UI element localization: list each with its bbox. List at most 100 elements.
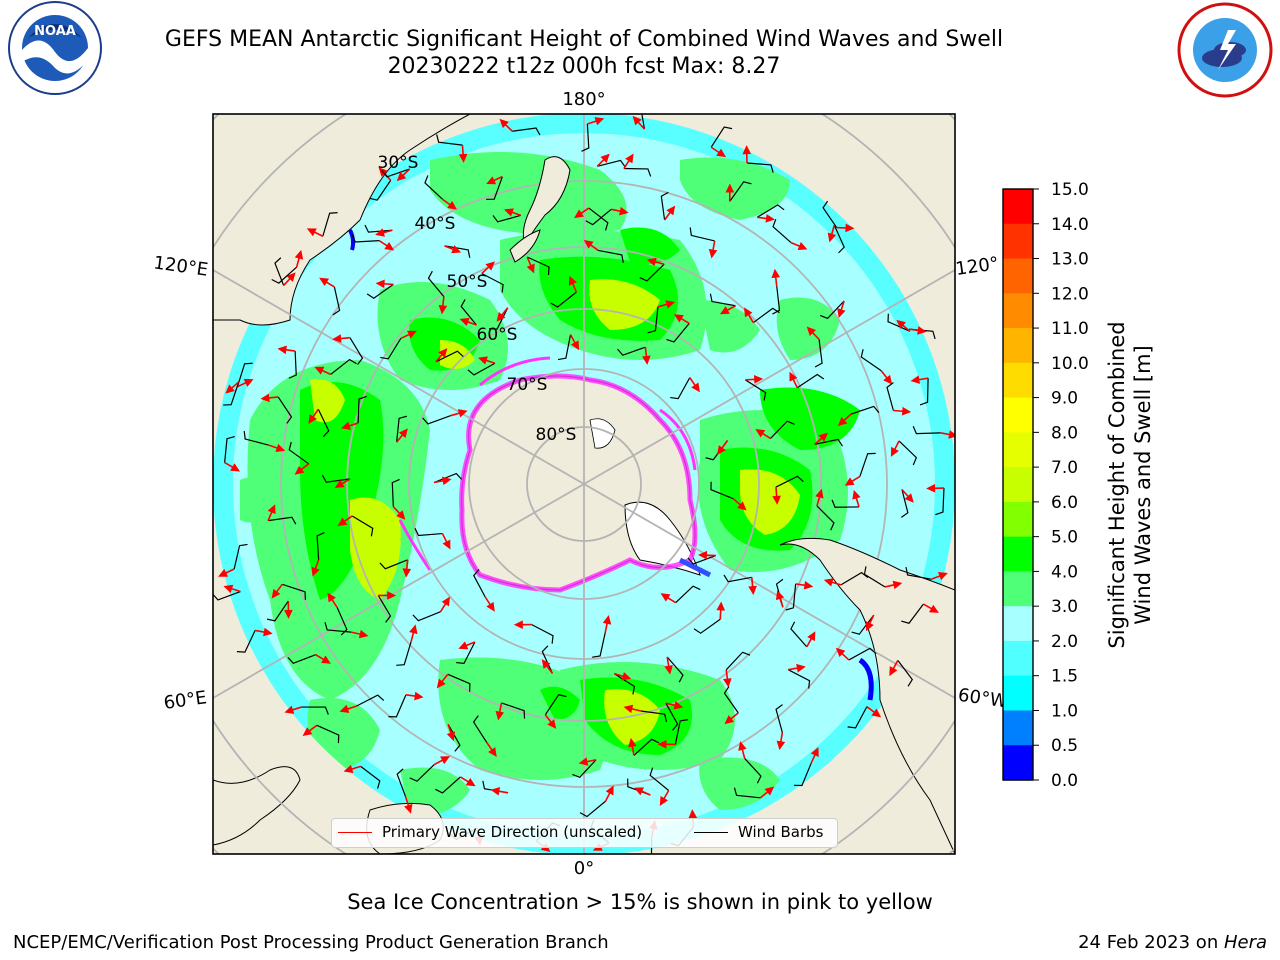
wind-barb: [501, 702, 526, 719]
wind-barb: [744, 379, 767, 401]
wind-barb: [388, 694, 407, 718]
wind-barb: [744, 758, 762, 784]
wind-barb: [380, 338, 402, 360]
wind-barb: [897, 660, 914, 687]
wave-direction-arrow: [260, 393, 279, 403]
wind-barb: [675, 585, 701, 604]
wind-barb: [288, 441, 310, 465]
wave-direction-arrow: [495, 702, 505, 721]
wave-direction-arrow: [496, 307, 509, 322]
nws-logo: [1177, 2, 1273, 98]
wave-direction-arrow: [350, 629, 369, 639]
wind-barb: [512, 127, 541, 136]
wind-barb: [770, 420, 795, 439]
wave-direction-arrow: [254, 627, 273, 637]
wave-direction-arrow: [544, 714, 557, 729]
wave-direction-arrow: [660, 593, 677, 604]
wave-direction-arrow: [772, 487, 781, 505]
wave-direction-arrow: [776, 732, 786, 751]
wave-direction-arrow: [896, 319, 911, 332]
wind-barb: [366, 283, 394, 299]
wind-barb: [391, 478, 400, 507]
wind-barb: [414, 528, 443, 537]
map-frame: [212, 113, 956, 855]
wind-barb: [887, 313, 911, 332]
wind-barb: [710, 481, 734, 500]
wind-barb: [467, 362, 496, 376]
wave-direction-arrow: [815, 488, 824, 507]
lat-label-60s: 60°S: [477, 325, 518, 345]
wave-direction-arrow: [744, 307, 755, 323]
wind-barb: [330, 358, 357, 375]
wind-barb: [282, 583, 307, 600]
wave-direction-arrow: [719, 305, 736, 315]
wind-barb: [266, 600, 289, 622]
wave-direction-arrow: [775, 590, 785, 608]
wind-barb: [316, 724, 340, 744]
wind-barb: [550, 291, 577, 308]
wave-direction-arrow: [613, 672, 632, 681]
wind-barb: [351, 234, 380, 243]
chart-title: GEFS MEAN Antarctic Significant Height o…: [164, 27, 1004, 52]
wind-barb: [301, 706, 329, 715]
wave-direction-arrow: [926, 483, 944, 493]
wind-barb: [486, 176, 503, 201]
wave-direction-arrow: [759, 786, 775, 799]
wind-barb: [460, 299, 477, 326]
wind-barb: [814, 438, 843, 447]
wave-direction-arrow: [710, 146, 727, 158]
wave-direction-arrow: [723, 669, 732, 688]
wave-direction-arrow: [880, 370, 893, 385]
wind-barb: [796, 373, 825, 389]
wave-direction-arrow: [930, 572, 948, 581]
wind-barb: [822, 200, 838, 228]
wave-direction-arrow: [395, 428, 408, 443]
wind-barb: [666, 323, 690, 343]
wind-barb: [639, 263, 665, 282]
wave-direction-arrow: [375, 228, 393, 237]
wind-barb: [396, 768, 407, 797]
wind-barb: [236, 630, 256, 653]
wind-barb: [633, 738, 660, 756]
wave-direction-arrow: [587, 117, 605, 126]
wave-direction-arrow: [742, 145, 752, 164]
wave-direction-arrow: [314, 366, 332, 376]
wind-barb: [412, 611, 441, 622]
wind-barb: [381, 168, 410, 178]
wave-direction-arrow: [481, 261, 495, 275]
wind-barb: [592, 632, 606, 658]
wave-direction-arrow: [225, 381, 240, 394]
wind-barb: [674, 719, 689, 745]
wind-barb: [572, 759, 597, 779]
wave-direction-arrow: [396, 168, 411, 182]
wave-direction-arrow: [574, 207, 590, 219]
wave-direction-arrow: [441, 533, 451, 550]
lat-label-70s: 70°S: [507, 375, 548, 395]
wind-barb: [863, 566, 886, 588]
wind-barb: [912, 426, 941, 435]
wind-barb: [288, 351, 297, 379]
wind-barb: [851, 614, 875, 635]
wave-direction-arrow: [458, 641, 476, 650]
wind-barb: [336, 607, 348, 636]
legend-wave-swatch: [338, 831, 372, 833]
wind-barb: [349, 337, 364, 365]
wind-barb: [689, 227, 715, 242]
new-zealand-landmass: [522, 156, 571, 247]
wave-direction-arrow: [284, 705, 302, 714]
wind-barb: [886, 382, 894, 411]
wind-barb: [785, 583, 797, 611]
wind-barb: [687, 555, 717, 565]
wind-barb: [472, 715, 488, 743]
wind-barb: [364, 224, 393, 233]
wave-direction-arrow: [789, 371, 799, 389]
wave-direction-arrow: [458, 145, 468, 163]
wind-barb: [379, 559, 408, 570]
wind-barb: [360, 765, 381, 789]
wave-direction-arrow: [596, 153, 610, 167]
wind-barb: [905, 567, 932, 580]
wave-direction-arrow: [837, 413, 852, 427]
wind-barb: [424, 175, 443, 200]
wind-barb: [847, 706, 868, 729]
wave-direction-arrow: [940, 430, 955, 439]
